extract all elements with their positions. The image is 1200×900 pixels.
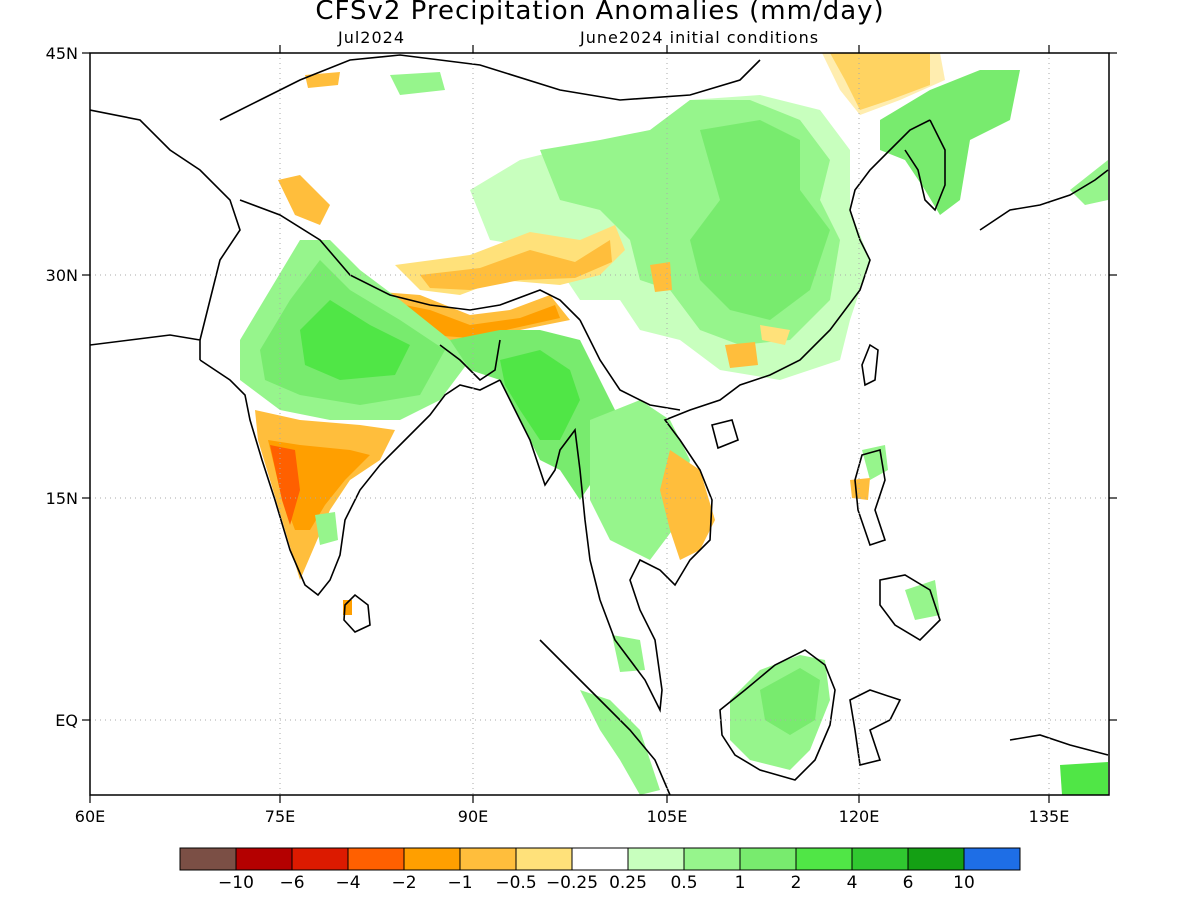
coast-sulawesi: [849, 689, 902, 766]
anomaly-dry-southchina-1: [725, 342, 758, 368]
colorbar-label-7: 0.25: [609, 873, 647, 893]
colorbar-swatch-6: [515, 847, 573, 871]
colorbar-swatch-1: [235, 847, 293, 871]
border-china-north: [219, 54, 761, 121]
colorbar-label-0: −10: [218, 873, 254, 893]
anomaly-wet-south-india: [315, 512, 338, 545]
colorbar-swatch-10: [739, 847, 797, 871]
colorbar-label-2: −4: [335, 873, 360, 893]
anomaly-dry-tibet-core: [420, 240, 612, 290]
anomaly-dry-southchina-2: [760, 325, 790, 345]
map-title: CFSv2 Precipitation Anomalies (mm/day): [315, 0, 885, 26]
colorbar-swatch-9: [683, 847, 741, 871]
colorbar-label-11: 4: [847, 873, 858, 893]
anomaly-wet-japan: [1070, 160, 1108, 205]
coast-korea: [904, 119, 946, 212]
anomaly-wet-indochina: [590, 400, 690, 560]
anomaly-wet-malaya: [612, 635, 645, 672]
lat-label-45n: 45N: [46, 44, 78, 63]
lon-label-120e: 120E: [839, 807, 880, 826]
anomaly-wet-mindanao: [905, 580, 940, 620]
coast-mindanao: [879, 574, 941, 642]
anomaly-wet-korea: [880, 70, 1020, 215]
map-area: [90, 53, 1109, 795]
coast-taiwan: [861, 343, 879, 387]
colorbar-swatch-13: [907, 847, 965, 871]
anomaly-wet-sumatra: [580, 690, 660, 795]
lon-label-60e: 60E: [75, 807, 105, 826]
border-himalaya: [239, 199, 581, 321]
coast-newguinea: [1009, 734, 1109, 756]
colorbar-swatch-12: [851, 847, 909, 871]
border-bangladesh: [439, 339, 501, 382]
anomaly-wet-india-strong: [300, 300, 410, 380]
anomaly-dry-luzon: [850, 478, 870, 500]
colorbar-label-13: 10: [953, 873, 975, 893]
colorbar-swatch-2: [291, 847, 349, 871]
coast-india: [199, 359, 501, 597]
colorbar-swatch-7: [571, 847, 629, 871]
colorbar-swatch-14: [963, 847, 1021, 871]
colorbar-label-4: −1: [447, 873, 472, 893]
anomaly-dry-kashmir: [278, 175, 330, 225]
coast-indochina: [599, 119, 931, 713]
anomaly-wet-borneo-core: [760, 668, 820, 735]
valid-month-label: Jul2024: [338, 28, 406, 47]
colorbar: −10 −6 −4 −2 −1 −0.5 −0.25 0.25 0.5 1 2 4 6 10: [179, 847, 1021, 893]
colorbar-swatch-5: [459, 847, 517, 871]
colorbar-label-8: 0.5: [670, 873, 697, 893]
lon-label-135e: 135E: [1029, 807, 1070, 826]
anomaly-wet-newguinea: [1060, 762, 1108, 795]
anomaly-shading: [240, 53, 1108, 795]
lat-label-eq: EQ: [55, 711, 78, 730]
colorbar-label-6: −0.25: [546, 873, 598, 893]
colorbar-swatch-11: [795, 847, 853, 871]
anomaly-wet-myanmar-core: [500, 350, 580, 440]
anomaly-dry-india-strong: [270, 445, 300, 525]
lon-label-105e: 105E: [647, 807, 688, 826]
lon-label-90e: 90E: [458, 807, 488, 826]
coast-japan: [979, 169, 1109, 231]
colorbar-swatch-0: [179, 847, 237, 871]
anomaly-dry-southchina-3: [650, 262, 672, 292]
colorbar-label-12: 6: [903, 873, 914, 893]
anomaly-dry-himalaya: [355, 290, 570, 345]
axis-ticks: [82, 45, 1117, 803]
anomaly-dry-northwest: [305, 72, 340, 88]
border-indochina: [579, 319, 681, 411]
coast-srilanka: [343, 593, 371, 633]
anomaly-dry-indochina: [660, 450, 715, 560]
coast-myanmar: [499, 379, 601, 601]
colorbar-label-1: −6: [279, 873, 304, 893]
border-afghan: [90, 109, 241, 341]
coast-hainan: [711, 419, 739, 450]
anomaly-dry-mongolia-inner: [822, 53, 945, 115]
coast-borneo: [719, 649, 836, 781]
anomaly-wet-strong: [690, 120, 830, 320]
lat-label-15n: 15N: [46, 489, 78, 508]
graticule: [90, 53, 1109, 795]
coast-sumatra: [539, 639, 671, 795]
map-frame: [89, 52, 1110, 796]
colorbar-label-5: −0.5: [495, 873, 536, 893]
border-pakistan: [90, 334, 201, 360]
colorbar-swatch-8: [627, 847, 685, 871]
anomaly-wet-north: [390, 72, 445, 95]
colorbar-label-9: 1: [735, 873, 746, 893]
coast-luzon: [854, 448, 887, 547]
initial-conditions-label: June2024 initial conditions: [580, 28, 820, 47]
colorbar-swatch-4: [403, 847, 461, 871]
coastlines: [90, 54, 1109, 795]
colorbar-label-3: −2: [391, 873, 416, 893]
colorbar-label-10: 2: [791, 873, 802, 893]
colorbar-swatch-3: [347, 847, 405, 871]
lon-label-75e: 75E: [265, 807, 295, 826]
lat-label-30n: 30N: [46, 266, 78, 285]
